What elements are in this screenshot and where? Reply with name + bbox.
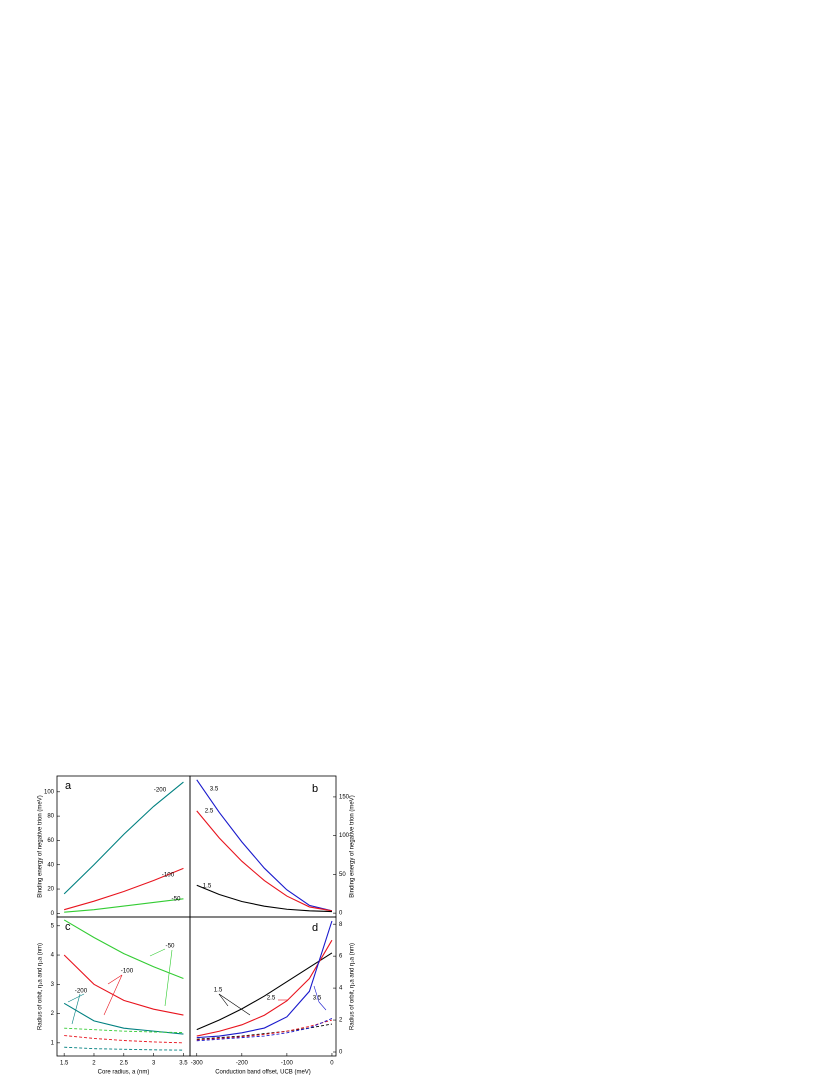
curve-label: 1.5	[214, 987, 223, 994]
x-tick-label: -100	[281, 1061, 294, 1067]
curve-label: -100	[121, 968, 134, 975]
arrow	[107, 974, 123, 985]
dashed-line	[64, 1046, 184, 1051]
y-tick-label: 100	[339, 833, 350, 839]
curve-label: 2.5	[205, 808, 214, 815]
arrow	[313, 985, 320, 1003]
x-axis-label: Core radius, a (nm)	[98, 1070, 150, 1075]
x-axis-label: Conduction band offset, UCB (meV)	[215, 1070, 311, 1075]
y-axis-label: Radius of orbit, η₁a and η₂a (nm)	[350, 943, 356, 1030]
line	[63, 781, 184, 895]
x-tick-label: 0	[330, 1061, 334, 1067]
line	[196, 939, 333, 1037]
plot-frame	[56, 775, 191, 918]
y-tick-label: 20	[47, 887, 54, 893]
curve-label: 2.5	[267, 995, 276, 1002]
curve-label: -100	[162, 872, 175, 879]
line	[64, 867, 184, 911]
y-tick-label: 3	[51, 982, 55, 988]
curve-label: -200	[154, 787, 167, 794]
panel-label: a	[65, 780, 72, 792]
line	[196, 920, 333, 1039]
plot-frame	[189, 775, 337, 918]
y-tick-label: 40	[47, 862, 54, 868]
arrow	[218, 993, 229, 1007]
y-tick-label: 4	[339, 986, 343, 992]
line	[196, 779, 333, 912]
arrow	[218, 993, 251, 1016]
panel-label: b	[312, 783, 318, 795]
y-tick-label: 6	[339, 954, 343, 960]
plot-frame	[56, 916, 191, 1057]
line	[196, 884, 332, 913]
x-tick-label: 3.5	[179, 1061, 188, 1067]
y-tick-label: 100	[44, 789, 55, 795]
arrow	[103, 974, 123, 1016]
y-tick-label: 8	[339, 922, 343, 928]
arrow	[318, 1001, 327, 1011]
y-axis-label: Binding energy of negative trion (meV)	[38, 795, 44, 897]
x-tick-label: 2	[92, 1061, 96, 1067]
y-tick-label: 150	[339, 794, 350, 800]
y-tick-label: 4	[51, 953, 55, 959]
curve-label: -200	[75, 988, 88, 995]
y-tick-label: 80	[47, 814, 54, 820]
curve-label: 3.5	[210, 786, 219, 793]
dashed-line	[196, 1018, 333, 1042]
line	[63, 919, 184, 979]
x-tick-label: -300	[191, 1061, 204, 1067]
x-tick-label: 1.5	[60, 1061, 69, 1067]
arrow	[71, 993, 81, 1025]
curve-label: 1.5	[203, 883, 212, 890]
panel-label: c	[65, 921, 71, 933]
y-tick-label: 2	[339, 1018, 343, 1024]
curve-label: 3.5	[313, 995, 322, 1002]
y-tick-label: 2	[51, 1011, 55, 1017]
y-tick-label: 50	[339, 872, 346, 878]
arrow	[149, 948, 166, 957]
arrow	[67, 993, 85, 1003]
y-axis-label: Binding energy of negative trion (meV)	[350, 795, 356, 897]
y-axis-label: Radius of orbit, η₁a and η₂a (nm)	[38, 943, 44, 1030]
y-tick-label: 0	[51, 911, 55, 917]
x-tick-label: 3	[152, 1061, 156, 1067]
arrow	[164, 949, 173, 1007]
line	[63, 1002, 184, 1035]
line	[63, 954, 184, 1016]
y-tick-label: 60	[47, 838, 54, 844]
dashed-line	[64, 1035, 184, 1044]
line	[64, 898, 184, 913]
line	[196, 952, 333, 1031]
panel-label: d	[312, 922, 318, 934]
plot-frame	[189, 916, 337, 1057]
dashed-line	[196, 1019, 333, 1041]
y-tick-label: 5	[51, 923, 55, 929]
x-tick-label: 2.5	[120, 1061, 129, 1067]
curve-label: -50	[166, 943, 176, 950]
x-tick-label: -200	[236, 1061, 249, 1067]
y-tick-label: 0	[339, 1050, 343, 1056]
line	[196, 810, 333, 912]
dashed-line	[196, 1023, 333, 1040]
curve-label: -50	[172, 896, 182, 903]
y-tick-label: 1	[51, 1040, 55, 1046]
y-tick-label: 0	[339, 911, 343, 917]
dashed-line	[64, 1027, 184, 1034]
